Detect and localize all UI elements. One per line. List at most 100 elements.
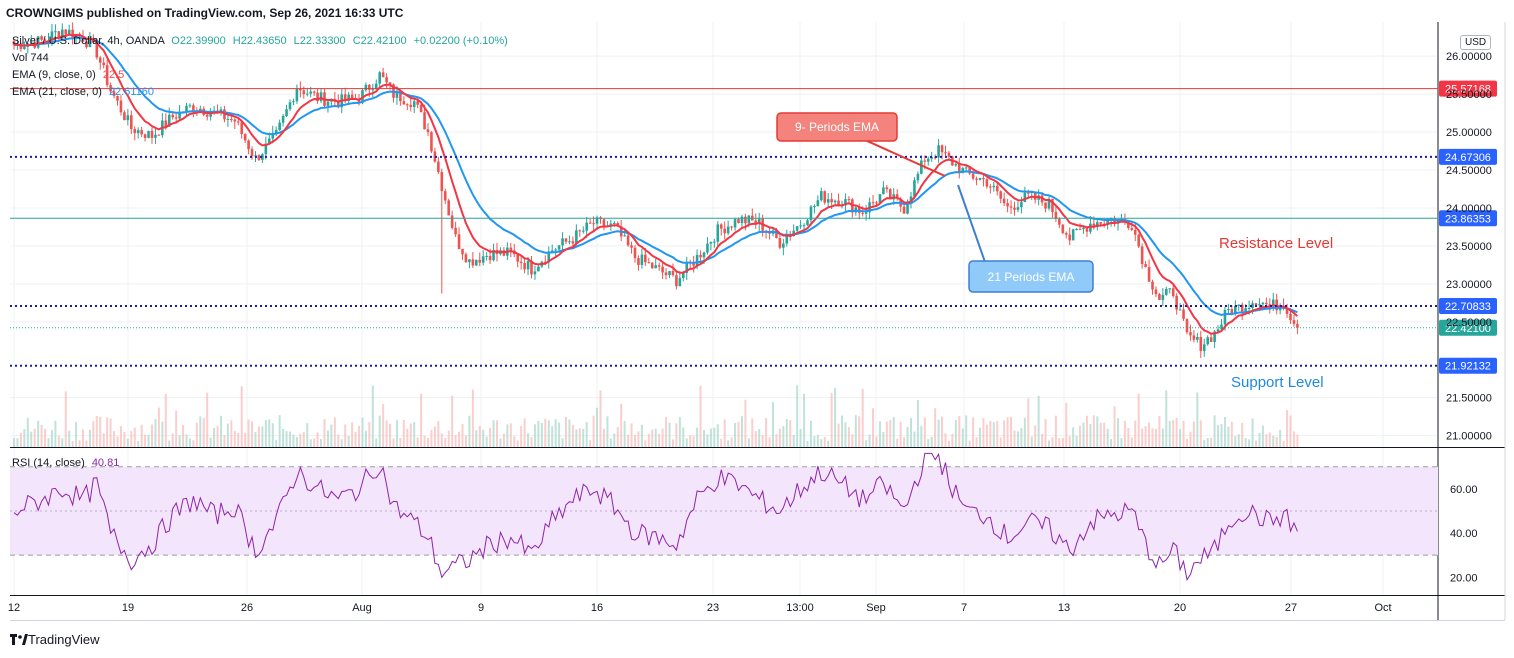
volume-bar	[1272, 435, 1275, 447]
volume-bar	[1182, 420, 1185, 447]
volume-bar	[1227, 426, 1230, 447]
volume-bar	[361, 417, 364, 447]
candle-body	[726, 226, 730, 234]
candle-body	[12, 41, 16, 45]
candle-body	[1227, 309, 1230, 311]
price-tick-label: 23.00000	[1446, 279, 1492, 291]
price-tick-label: 21.00000	[1446, 431, 1492, 443]
candle-body	[895, 194, 899, 199]
volume-bar	[461, 423, 464, 447]
volume-bar	[1196, 392, 1199, 447]
volume-bar	[685, 438, 688, 447]
volume-bar	[571, 424, 574, 447]
level-tag-label: 23.86353	[1445, 213, 1491, 225]
volume-bar	[885, 421, 888, 447]
candle-body	[450, 215, 454, 228]
volume-bar	[354, 431, 357, 447]
candle-body	[958, 164, 961, 174]
volume-bar	[516, 440, 519, 447]
level-tag	[1439, 210, 1497, 227]
candle-body	[368, 84, 371, 90]
candle-body	[1161, 294, 1165, 300]
candle-body	[644, 254, 647, 263]
currency-button[interactable]: USD	[1460, 35, 1492, 50]
candle-body	[778, 237, 782, 248]
candle-body	[661, 266, 664, 273]
candle-body	[136, 130, 140, 134]
time-axis: 12 19 26 Aug 9 16 23 13:00 Sep 7 13 20 27 Oct	[8, 602, 1392, 614]
volume-bar	[775, 434, 778, 447]
candle-body	[802, 225, 806, 227]
volume-bar	[171, 433, 174, 447]
volume-bar	[1282, 440, 1285, 447]
volume-bar	[602, 428, 605, 447]
volume-bar	[1037, 395, 1040, 447]
volume-bar	[961, 428, 964, 447]
volume-bar	[40, 425, 43, 447]
candle-body	[1271, 299, 1275, 307]
candle-body	[1230, 309, 1234, 315]
candle-body	[702, 252, 706, 258]
volume-bar	[968, 440, 971, 447]
volume-bar	[47, 438, 50, 447]
candle-body	[278, 122, 281, 131]
volume-bar	[109, 418, 112, 447]
candle-body	[1085, 227, 1089, 232]
volume-bar	[1210, 437, 1213, 447]
candle-body	[481, 256, 485, 263]
candle-body	[171, 114, 174, 118]
volume-bar	[647, 433, 650, 447]
open-value: O22.39900	[171, 35, 226, 47]
candle-body	[992, 185, 996, 188]
candle-body	[602, 219, 606, 227]
volume-bar	[530, 437, 533, 447]
volume-bar	[813, 436, 816, 447]
volume-bar	[847, 427, 850, 447]
candle-body	[71, 29, 74, 39]
volume-bar	[1061, 437, 1064, 447]
candle-body	[740, 216, 744, 223]
price-tick-label: 26.00000	[1446, 51, 1492, 63]
volume-bar	[627, 434, 630, 447]
candle-body	[205, 114, 209, 117]
candle-body	[1261, 302, 1265, 305]
volume-bar	[333, 417, 336, 447]
candle-body	[575, 230, 578, 244]
candle-body	[1082, 227, 1085, 230]
candle-body	[664, 272, 668, 276]
volume-bar	[1065, 402, 1068, 447]
candle-body	[1058, 218, 1061, 225]
volume-bar	[1016, 431, 1019, 447]
candle-body	[133, 128, 137, 134]
time-tick-label: Oct	[1374, 602, 1391, 614]
candle-body	[844, 199, 847, 206]
volume-bar	[668, 422, 671, 447]
volume-bar	[237, 432, 240, 447]
volume-bar	[1248, 439, 1251, 447]
volume-bar	[316, 432, 319, 447]
volume-bar	[1268, 432, 1271, 447]
volume-bar	[634, 434, 636, 447]
volume-bar	[402, 419, 405, 447]
volume-bar	[1048, 440, 1050, 447]
candle-body	[878, 194, 882, 203]
price-tick-label: 21.50000	[1446, 393, 1492, 405]
candle-body	[188, 105, 192, 107]
volume-bar	[975, 437, 978, 447]
volume-bar	[182, 425, 185, 447]
volume-bar	[78, 440, 81, 447]
candle-body	[471, 259, 475, 266]
volume-bar	[257, 426, 260, 447]
time-tick-label: 9	[478, 602, 484, 614]
candle-body	[523, 262, 526, 270]
volume-bar	[872, 408, 875, 447]
candle-body	[695, 254, 699, 266]
volume-bar	[1151, 428, 1154, 447]
volume-bar	[609, 438, 612, 447]
volume-bar	[1213, 415, 1216, 447]
candle-body	[236, 121, 240, 123]
volume-bar	[944, 433, 947, 447]
candle-body	[1192, 335, 1196, 340]
volume-bar	[558, 422, 561, 447]
